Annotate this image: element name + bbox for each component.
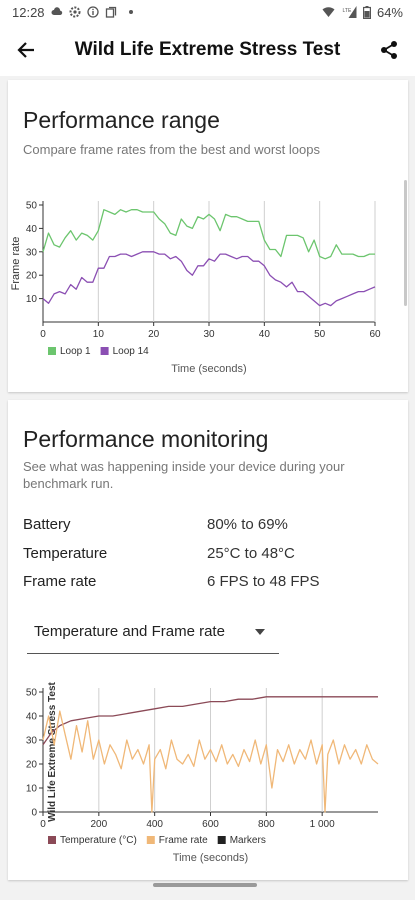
legend-swatch-1 — [48, 347, 56, 355]
performance-monitoring-card: Performance monitoring See what was happ… — [8, 400, 408, 880]
legend-label-2: Loop 14 — [113, 346, 150, 357]
y-tick-label: 10 — [26, 294, 38, 305]
scrollbar-thumb[interactable] — [404, 180, 407, 306]
page-title: Wild Life Extreme Stress Test — [74, 39, 341, 60]
legend-label-2: Frame rate — [159, 835, 208, 846]
copy-icon — [105, 6, 116, 18]
x-tick-label: 200 — [90, 819, 107, 830]
share-icon — [381, 41, 397, 59]
performance-monitoring-description: See what was happening inside your devic… — [23, 459, 345, 491]
arrow-left-icon — [17, 42, 34, 58]
x-tick-label: 600 — [202, 819, 219, 830]
legend-label-3: Markers — [230, 835, 266, 846]
y-tick-label: 30 — [26, 247, 38, 258]
metric-temperature-label: Temperature — [23, 545, 108, 562]
series-line-2 — [42, 710, 379, 813]
x-tick-label: 400 — [146, 819, 163, 830]
caret-down-icon — [255, 629, 265, 635]
x-tick-label: 10 — [93, 329, 105, 340]
x-axis-label: Time (seconds) — [171, 363, 246, 375]
performance-range-title: Performance range — [23, 107, 220, 133]
x-tick-label: 20 — [148, 329, 160, 340]
legend-swatch-2 — [146, 836, 155, 844]
x-tick-label: 1 000 — [310, 819, 335, 830]
x-tick-label: 0 — [40, 329, 46, 340]
y-tick-label: 20 — [26, 271, 38, 282]
series-line-2 — [42, 251, 376, 307]
info-icon — [86, 6, 99, 18]
share-button[interactable] — [363, 24, 415, 76]
metric-battery-label: Battery — [23, 516, 71, 533]
y-tick-label: 50 — [26, 201, 38, 212]
battery-percent: 64% — [376, 4, 403, 20]
metric-frame-rate-label: Frame rate — [23, 573, 97, 590]
battery-icon — [362, 5, 371, 19]
status-left: 12:28 — [12, 5, 133, 20]
y-tick-label: 40 — [26, 224, 38, 235]
performance-range-card: Performance range Compare frame rates fr… — [8, 80, 408, 392]
legend-label-1: Loop 1 — [60, 346, 91, 357]
legend-swatch-1 — [48, 836, 56, 844]
cloud-icon — [51, 7, 62, 15]
x-axis-label: Time (seconds) — [173, 852, 248, 864]
y-axis-label: Frame rate — [10, 237, 22, 291]
y-tick-label: 0 — [31, 808, 37, 819]
metric-temperature-value: 25°C to 48°C — [207, 545, 295, 562]
status-time: 12:28 — [12, 4, 45, 20]
temperature-frame-rate-chart: 0 200 400 600 800 1 000 0 10 20 30 40 50 Wild Life E… — [26, 681, 379, 864]
lte-signal-icon: LTE — [342, 6, 357, 18]
x-tick-label: 40 — [259, 329, 271, 340]
performance-range-description: Compare frame rates from the best and wo… — [23, 142, 320, 157]
status-right: LTE 64% — [321, 5, 403, 20]
home-indicator[interactable] — [153, 883, 257, 887]
y-tick-label: 40 — [26, 712, 38, 723]
app-bar: Wild Life Extreme Stress Test — [0, 24, 415, 76]
series-line-1 — [42, 209, 375, 260]
y-tick-label: 30 — [26, 736, 38, 747]
legend-swatch-3 — [217, 836, 226, 844]
x-tick-label: 30 — [203, 329, 215, 340]
legend-label-1: Temperature (°C) — [60, 835, 137, 846]
metric-frame-rate-value: 6 FPS to 48 FPS — [207, 573, 320, 590]
chart-type-dropdown[interactable]: Temperature and Frame rate — [27, 614, 279, 654]
x-tick-label: 800 — [258, 819, 275, 830]
metric-battery-value: 80% to 69% — [207, 516, 288, 533]
svg-text:LTE: LTE — [342, 8, 351, 14]
x-tick-label: 0 — [40, 819, 46, 830]
back-button[interactable] — [0, 24, 52, 76]
series-line-1 — [42, 696, 378, 746]
y-axis-label: Wild Life Extreme Stress Test — [47, 681, 58, 821]
dropdown-selected-value: Temperature and Frame rate — [34, 623, 225, 640]
settings-icon — [69, 6, 81, 18]
wifi-icon — [322, 7, 335, 17]
y-tick-label: 20 — [26, 760, 38, 771]
performance-monitoring-title: Performance monitoring — [23, 426, 269, 452]
x-tick-label: 50 — [314, 329, 326, 340]
y-tick-label: 50 — [26, 688, 38, 699]
y-tick-label: 10 — [26, 784, 38, 795]
status-bar: 12:28 LTE 64% — [0, 0, 415, 24]
frame-rate-chart: 0 10 20 30 40 50 60 10 20 30 40 50 Frame rate Loop 1 L… — [10, 201, 381, 376]
legend-swatch-2 — [100, 347, 109, 355]
x-tick-label: 60 — [369, 329, 381, 340]
notification-dot-icon — [128, 10, 133, 14]
